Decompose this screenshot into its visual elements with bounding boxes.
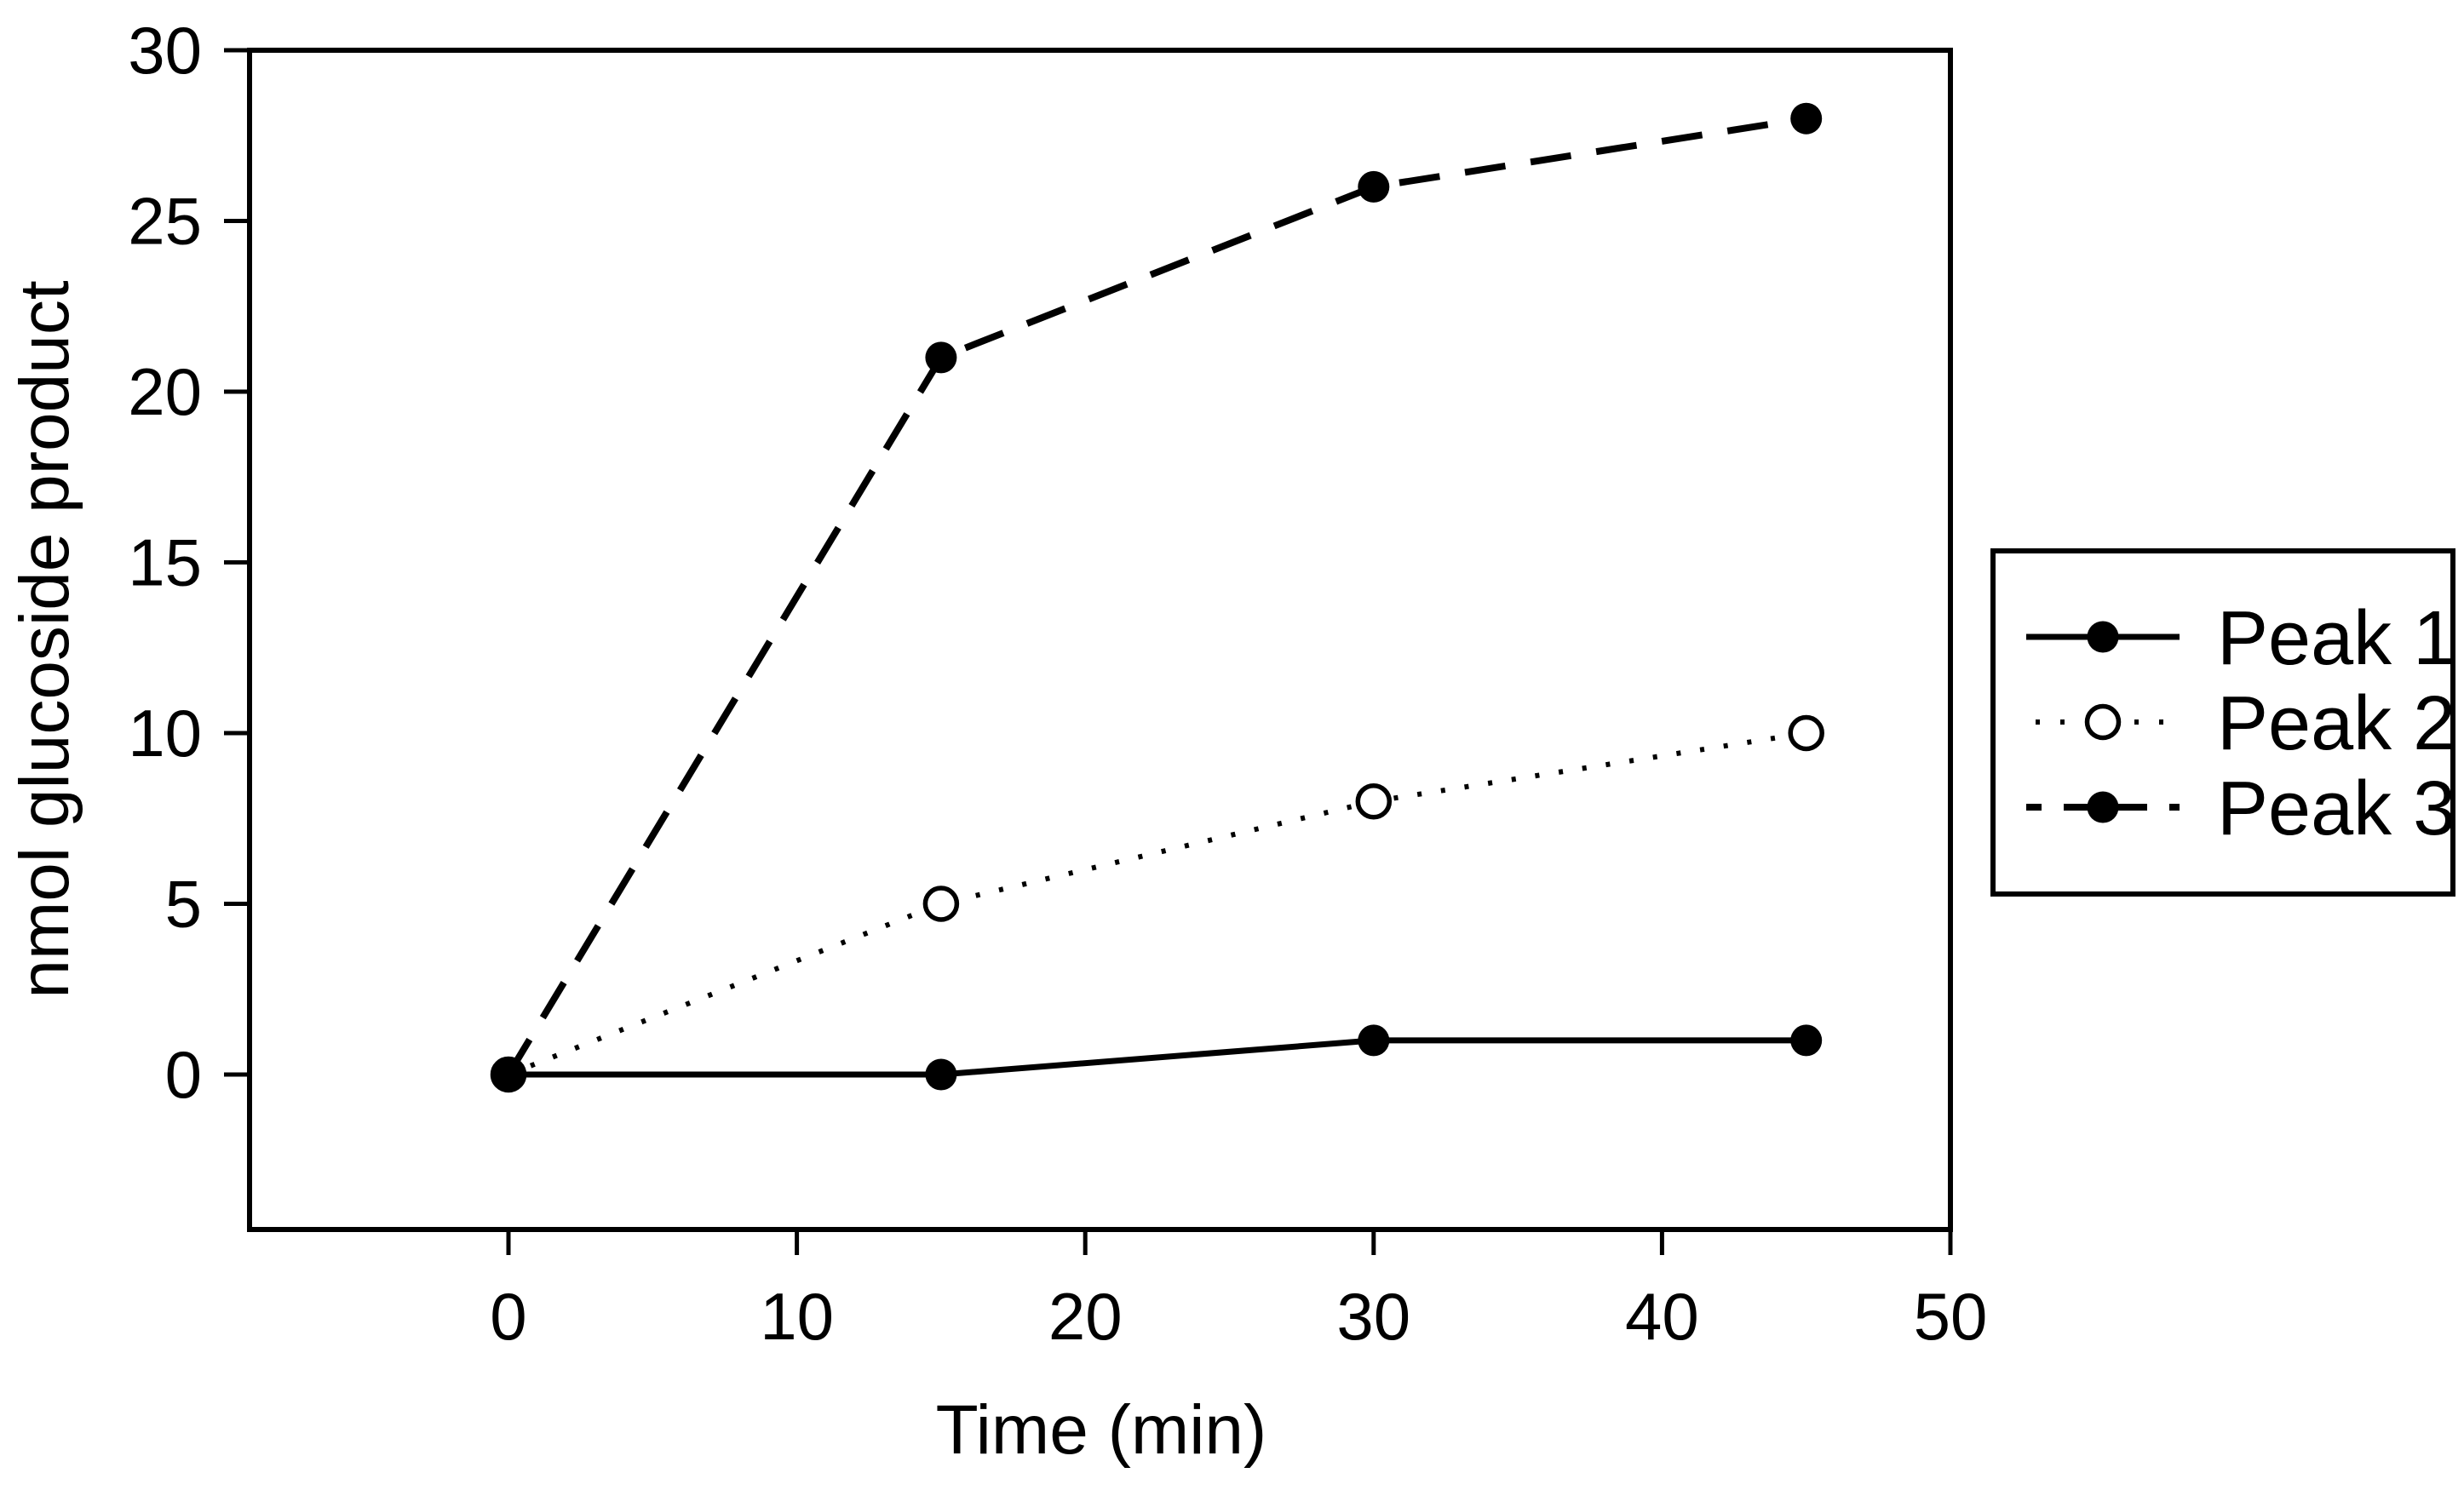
filled-circle-marker [2087, 791, 2119, 823]
legend-item-peak-2: Peak 2 [2026, 681, 2455, 766]
filled-circle-marker [2087, 621, 2119, 653]
filled-circle-marker [925, 341, 957, 374]
x-tick-label: 50 [1914, 1279, 1988, 1354]
y-tick-label: 30 [128, 13, 202, 88]
x-tick-label: 40 [1625, 1279, 1699, 1354]
y-tick-label: 5 [165, 867, 202, 942]
open-circle-marker [1788, 714, 1824, 752]
filled-circle-marker [1790, 102, 1823, 135]
legend-label: Peak 3 [2217, 766, 2455, 851]
y-axis-title: nmol glucoside product [6, 280, 83, 998]
x-axis-ticks: 0 10 20 30 40 50 [490, 1229, 1987, 1354]
y-tick-label: 15 [128, 525, 202, 600]
x-tick-label: 20 [1048, 1279, 1123, 1354]
x-axis-title: Time (min) [936, 1391, 1267, 1469]
legend-label: Peak 2 [2217, 681, 2455, 766]
open-circle-marker [2084, 703, 2122, 741]
filled-circle-marker [492, 1058, 525, 1091]
y-tick-label: 25 [128, 184, 202, 259]
plot-area-border [247, 48, 1953, 1232]
y-tick-label: 10 [128, 696, 202, 771]
y-axis-ticks: 0 5 10 15 20 25 30 [128, 13, 250, 1112]
x-tick-label: 0 [490, 1279, 526, 1354]
filled-circle-marker [1358, 170, 1390, 203]
open-circle-marker [1355, 782, 1393, 820]
legend-label: Peak 1 [2217, 596, 2455, 681]
filled-circle-marker [1790, 1024, 1823, 1057]
legend-box [1990, 548, 2455, 897]
series-line-peak-3 [505, 115, 1807, 1077]
x-tick-label: 30 [1336, 1279, 1410, 1354]
y-tick-label: 20 [128, 354, 202, 429]
filled-circle-marker [925, 1058, 957, 1091]
x-tick-label: 10 [760, 1279, 834, 1354]
series-line-peak-1 [508, 1037, 1806, 1078]
legend-item-peak-3: Peak 3 [2026, 766, 2455, 851]
open-circle-marker [922, 886, 960, 922]
data-series [490, 102, 1824, 1093]
legend-item-peak-1: Peak 1 [2026, 596, 2455, 681]
filled-circle-marker [1358, 1024, 1390, 1057]
y-tick-label: 0 [165, 1037, 202, 1112]
